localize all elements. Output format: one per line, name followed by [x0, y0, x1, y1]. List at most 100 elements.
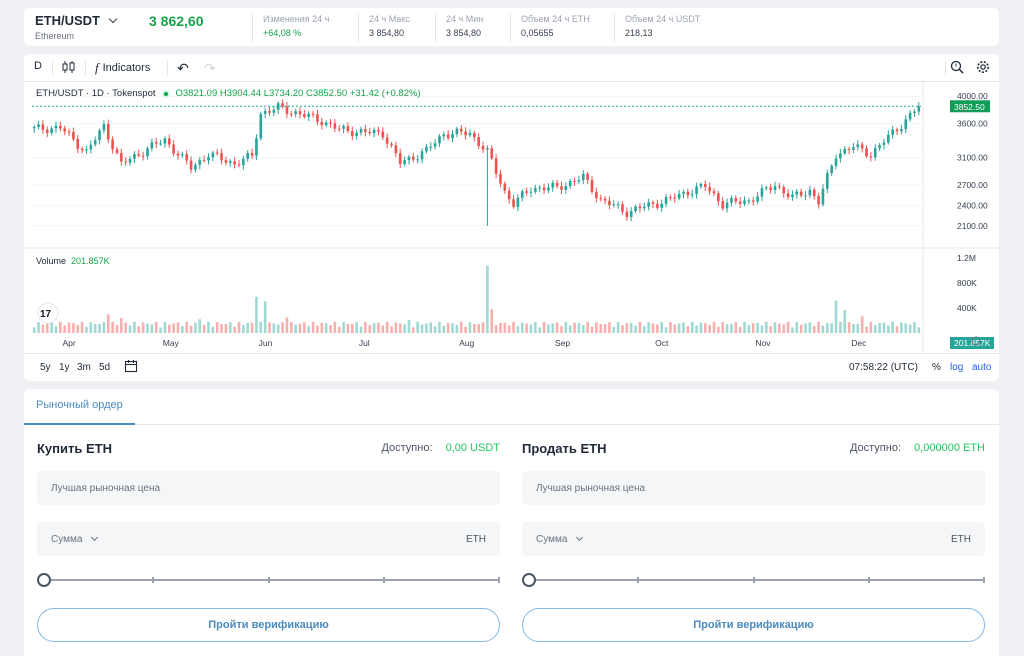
sell-amount-field[interactable]: Сумма ETH: [522, 522, 985, 556]
sell-verify-button[interactable]: Пройти верификацию: [522, 608, 985, 642]
volume-bar: [778, 323, 781, 333]
volume-bar: [403, 324, 406, 333]
percent-toggle[interactable]: %: [932, 362, 941, 373]
chart-area[interactable]: 4000.00 3600.00 3100.00 2700.00 2400.00 2100.…: [24, 82, 999, 353]
candle-body: [808, 189, 812, 196]
candle-body: [860, 144, 864, 149]
range-5d[interactable]: 5d: [99, 362, 111, 373]
slider-handle[interactable]: [37, 573, 51, 587]
candle-body: [642, 206, 646, 209]
candle-body: [185, 154, 189, 161]
range-5y[interactable]: 5y: [40, 362, 51, 373]
y-tick-label: 2700.00: [957, 180, 988, 190]
interval-button[interactable]: D: [34, 60, 42, 72]
candle-body: [573, 180, 576, 182]
candle-body: [372, 129, 376, 134]
volume-bar: [346, 324, 350, 333]
volume-bar: [41, 324, 45, 333]
pair-name[interactable]: ETH/USDT: [35, 13, 100, 28]
volume-bar: [438, 321, 441, 333]
candlestick-chart[interactable]: 4000.00 3600.00 3100.00 2700.00 2400.00 2100.…: [24, 82, 999, 353]
candle-body: [629, 210, 633, 218]
volume-bar: [59, 321, 62, 333]
volume-bar: [908, 324, 912, 333]
volume-bar: [337, 326, 341, 333]
x-tick-label: Aug: [459, 338, 474, 348]
range-1y[interactable]: 1y: [59, 362, 70, 373]
redo-icon[interactable]: ↷: [204, 60, 216, 76]
calendar-icon[interactable]: [124, 359, 138, 376]
candle-body: [590, 179, 594, 192]
volume-bar: [451, 323, 454, 333]
volume-bar: [577, 323, 581, 333]
volume-bar: [895, 326, 899, 333]
auto-toggle[interactable]: auto: [972, 362, 992, 373]
volume-bar: [564, 321, 568, 333]
undo-icon[interactable]: ↶: [177, 60, 189, 76]
chart-type-button[interactable]: [61, 60, 77, 74]
candle-body: [743, 200, 746, 204]
candle-body: [695, 186, 698, 195]
volume-bar: [516, 326, 520, 333]
volume-bar: [207, 321, 210, 333]
chevron-down-icon[interactable]: [576, 533, 584, 542]
snapshot-icon[interactable]: [950, 60, 964, 74]
volume-bar: [725, 324, 729, 333]
candle-body: [512, 199, 515, 207]
candle-body: [568, 180, 572, 187]
buy-price-field[interactable]: Лучшая рыночная цена: [37, 471, 500, 505]
pair-selector[interactable]: ETH/USDT Ethereum: [35, 13, 118, 41]
range-3m[interactable]: 3m: [77, 362, 91, 373]
candle-body: [72, 131, 75, 140]
volume-bar: [538, 327, 541, 333]
slider-handle[interactable]: [522, 573, 536, 587]
volume-bar: [830, 323, 833, 333]
volume-bar: [137, 326, 141, 333]
candle-body: [141, 155, 145, 157]
sell-form: Продать ETH Доступно: 0,000000 ETH Лучша…: [522, 425, 985, 656]
volume-bar: [690, 321, 694, 333]
buy-verify-button[interactable]: Пройти верификацию: [37, 608, 500, 642]
settings-gear-icon[interactable]: [976, 60, 990, 74]
buy-amount-field[interactable]: Сумма ETH: [37, 522, 500, 556]
candle-body: [647, 202, 650, 207]
volume-bar: [154, 321, 158, 333]
tab-market-order[interactable]: Рыночный ордер: [24, 389, 135, 425]
sell-amount-slider[interactable]: [522, 573, 985, 587]
y-tick-label: 3100.00: [957, 153, 988, 163]
volume-bar: [882, 322, 886, 333]
volume-bar: [372, 323, 376, 333]
buy-amount-slider[interactable]: [37, 573, 500, 587]
candle-body: [878, 144, 881, 149]
volume-bar: [638, 321, 642, 333]
volume-bar: [677, 323, 681, 333]
volume-bar: [320, 322, 324, 333]
utc-clock[interactable]: 07:58:22 (UTC): [849, 362, 918, 373]
volume-bar: [821, 325, 825, 333]
volume-bar: [146, 323, 149, 333]
volume-bar: [490, 309, 494, 333]
candle-body: [834, 158, 838, 166]
sell-price-field[interactable]: Лучшая рыночная цена: [522, 471, 985, 505]
volume-bar: [202, 325, 206, 333]
volume-bar: [228, 322, 232, 333]
candle-body: [778, 186, 781, 188]
chevron-down-icon[interactable]: [91, 533, 99, 542]
volume-bar: [512, 321, 515, 333]
candle-body: [669, 197, 672, 199]
x-tick-label: Apr: [63, 338, 76, 348]
candle-body: [394, 145, 398, 154]
volume-bar: [686, 326, 690, 333]
candle-body: [41, 124, 45, 130]
buy-title: Купить ETH: [37, 441, 112, 456]
candle-body: [359, 129, 363, 133]
indicators-button[interactable]: f Indicators: [95, 60, 151, 75]
scale-settings-icon: [971, 336, 981, 346]
candle-body: [425, 146, 428, 152]
chevron-down-icon[interactable]: [108, 14, 118, 24]
volume-bar: [381, 325, 385, 333]
candle-body: [734, 198, 738, 202]
candle-body: [368, 131, 372, 134]
log-toggle[interactable]: log: [950, 362, 964, 373]
candle-body: [904, 119, 908, 129]
